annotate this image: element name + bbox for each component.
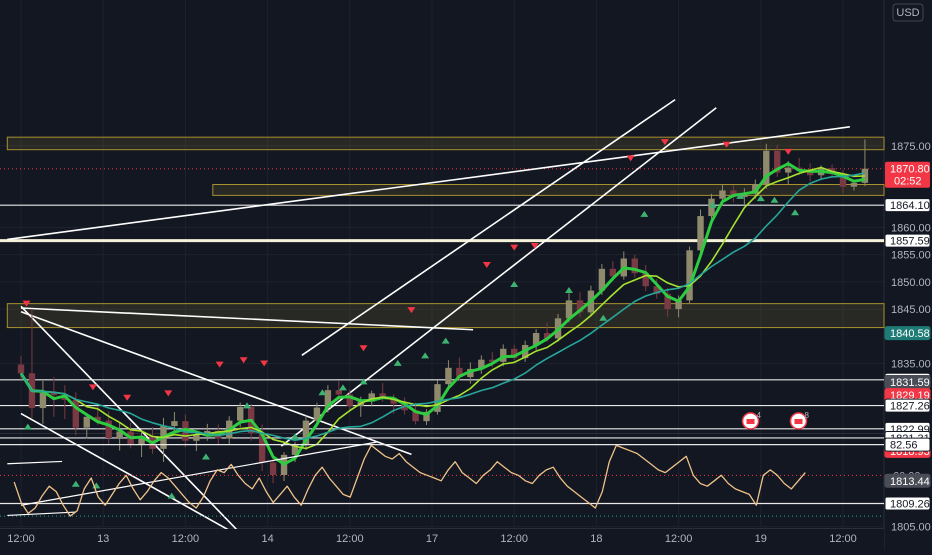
price-tick-2: 1855.00 bbox=[891, 250, 931, 262]
candle-body-64 bbox=[719, 190, 725, 198]
countdown-value: 02:52 bbox=[894, 176, 922, 188]
candle-body-0 bbox=[18, 365, 24, 374]
candle-body-23 bbox=[270, 462, 276, 475]
time-tick-0: 12:00 bbox=[7, 533, 35, 545]
event-count: 4 bbox=[757, 411, 762, 420]
price-level-tag-2: 1840.58 bbox=[885, 327, 930, 341]
price-tick-5: 1835.00 bbox=[891, 358, 931, 370]
currency-label[interactable]: USD bbox=[893, 4, 923, 21]
price-level-tag-0: 1864.10 bbox=[885, 199, 930, 213]
price-level-tag-1-text: 1857.59 bbox=[890, 236, 930, 248]
time-tick-4: 12:00 bbox=[336, 533, 364, 545]
oscillator-value-tag: 82.56 bbox=[885, 438, 930, 452]
time-tick-3: 14 bbox=[261, 533, 273, 545]
time-axis-bg bbox=[0, 529, 884, 550]
time-tick-5: 17 bbox=[426, 533, 438, 545]
price-level-tag-11: 1809.26 bbox=[885, 497, 930, 511]
price-level-tag-0-text: 1864.10 bbox=[890, 200, 930, 212]
time-tick-6: 12:00 bbox=[500, 533, 528, 545]
price-axis-bg bbox=[885, 0, 932, 550]
current-price-value: 1870.80 bbox=[890, 164, 930, 176]
price-level-tag-6-text: 1827.26 bbox=[890, 401, 930, 413]
price-level-tag-10-text: 1813.44 bbox=[890, 476, 930, 488]
price-tick-1: 1860.00 bbox=[891, 222, 931, 234]
candle-body-61 bbox=[686, 250, 692, 300]
time-tick-9: 19 bbox=[755, 533, 767, 545]
oscillator-value-tag-text: 82.56 bbox=[890, 440, 918, 452]
currency-label-text: USD bbox=[896, 7, 919, 19]
price-tick-6: 1805.00 bbox=[891, 522, 931, 534]
price-level-tag-1: 1857.59 bbox=[885, 234, 930, 248]
candle-body-29 bbox=[336, 390, 342, 394]
candle-body-39 bbox=[445, 368, 451, 384]
candle-body-2 bbox=[40, 393, 46, 408]
candle-body-14 bbox=[171, 421, 177, 426]
candle-body-70 bbox=[785, 168, 791, 173]
price-tick-4: 1845.00 bbox=[891, 304, 931, 316]
time-tick-10: 12:00 bbox=[829, 533, 857, 545]
price-tick-3: 1850.00 bbox=[891, 277, 931, 289]
price-zone-2[interactable] bbox=[7, 304, 884, 328]
candle-body-76 bbox=[851, 183, 857, 187]
event-flag bbox=[794, 419, 802, 424]
price-level-tag-4-text: 1831.59 bbox=[890, 377, 930, 389]
price-tick-0: 1875.00 bbox=[891, 141, 931, 153]
time-tick-2: 12:00 bbox=[172, 533, 200, 545]
time-tick-7: 18 bbox=[590, 533, 602, 545]
time-tick-1: 13 bbox=[97, 533, 109, 545]
candle-body-20 bbox=[237, 407, 243, 421]
candle-body-6 bbox=[84, 417, 90, 428]
time-tick-8: 12:00 bbox=[665, 533, 693, 545]
price-level-tag-2-text: 1840.58 bbox=[890, 328, 930, 340]
price-level-tag-11-text: 1809.26 bbox=[890, 499, 930, 511]
event-count: 8 bbox=[804, 411, 809, 420]
price-level-tag-6: 1827.26 bbox=[885, 399, 930, 413]
event-flag bbox=[747, 419, 755, 424]
price-level-tag-4: 1831.59 bbox=[885, 376, 930, 390]
price-level-tag-10: 1813.44 bbox=[885, 474, 930, 488]
